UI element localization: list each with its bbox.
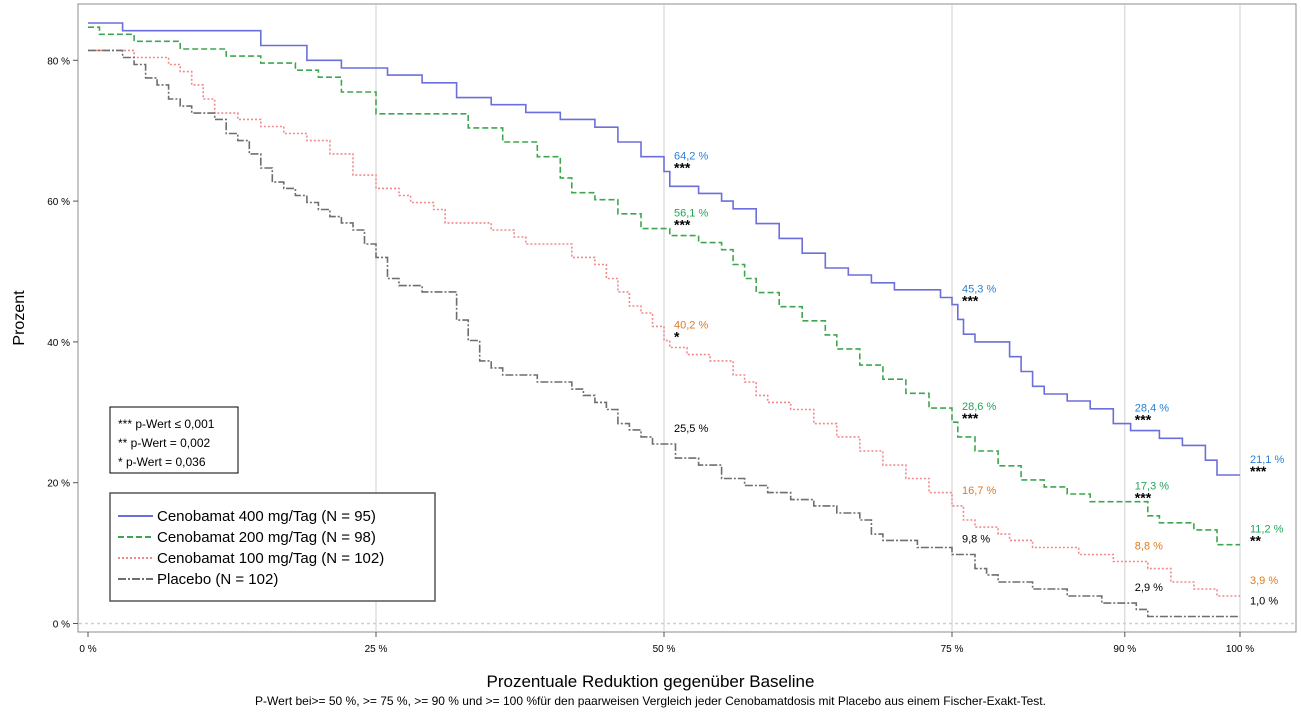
value-annotation: 28,6 %	[962, 401, 996, 413]
x-tick-label: 50 %	[653, 644, 676, 655]
plot-frame	[77, 3, 1297, 633]
value-annotation: 11,2 %	[1250, 524, 1284, 536]
significance-legend: *** p-Wert ≤ 0,001 ** p-Wert = 0,002 * p…	[109, 406, 239, 474]
value-annotation: 9,8 %	[962, 534, 990, 546]
legend-label-100mg: Cenobamat 100 mg/Tag (N = 102)	[157, 550, 384, 567]
significance-stars: ***	[962, 410, 979, 426]
annotation-layer: 64,2 %***56,1 %***40,2 %*25,5 %45,3 %***…	[674, 151, 1284, 608]
significance-stars: ***	[1250, 463, 1267, 479]
value-annotation: 40,2 %	[674, 319, 708, 331]
significance-legend-line: ** p-Wert = 0,002	[118, 436, 210, 450]
series-line-2	[88, 49, 1240, 597]
significance-stars: ***	[674, 160, 691, 176]
x-axis-label: Prozentuale Reduktion gegenüber Baseline	[486, 672, 815, 691]
y-tick-label: 0 %	[53, 620, 70, 631]
value-annotation: 25,5 %	[674, 423, 708, 435]
significance-legend-line: * p-Wert = 0,036	[118, 455, 206, 469]
x-tick-label: 90 %	[1113, 644, 1136, 655]
significance-legend-line: *** p-Wert ≤ 0,001	[118, 417, 215, 431]
y-axis-label: Prozent	[11, 290, 28, 346]
series-legend: Cenobamat 400 mg/Tag (N = 95) Cenobamat …	[109, 492, 436, 602]
value-annotation: 1,0 %	[1250, 595, 1278, 607]
value-annotation: 16,7 %	[962, 485, 996, 497]
y-tick-label: 80 %	[47, 56, 70, 67]
significance-stars: ***	[1135, 490, 1152, 506]
significance-stars: ***	[674, 217, 691, 233]
value-annotation: 2,9 %	[1135, 582, 1163, 594]
y-tick-label: 20 %	[47, 479, 70, 490]
series-legend-box	[109, 492, 436, 602]
value-annotation: 3,9 %	[1250, 575, 1278, 587]
y-tick-label: 40 %	[47, 338, 70, 349]
value-annotation: 8,8 %	[1135, 541, 1163, 553]
series-line-1	[88, 26, 1240, 546]
legend-label-200mg: Cenobamat 200 mg/Tag (N = 98)	[157, 529, 376, 546]
significance-stars: *	[674, 328, 680, 344]
value-annotation: 21,1 %	[1250, 454, 1284, 466]
significance-stars: ***	[962, 293, 979, 309]
legend-label-400mg: Cenobamat 400 mg/Tag (N = 95)	[157, 508, 376, 525]
value-annotation: 17,3 %	[1135, 481, 1169, 493]
value-annotation: 45,3 %	[962, 284, 996, 296]
value-annotation: 64,2 %	[674, 151, 708, 163]
value-annotation: 28,4 %	[1135, 403, 1169, 415]
x-tick-label: 0 %	[79, 644, 96, 655]
significance-stars: **	[1250, 533, 1261, 549]
x-tick-label: 100 %	[1226, 644, 1254, 655]
x-tick-label: 75 %	[941, 644, 964, 655]
x-tick-label: 25 %	[365, 644, 388, 655]
significance-stars: ***	[1135, 412, 1152, 428]
legend-label-placebo: Placebo (N = 102)	[157, 571, 278, 588]
value-annotation: 56,1 %	[674, 208, 708, 220]
significance-legend-box	[109, 406, 239, 474]
axis-layer: 0 % 25 % 50 % 75 % 90 % 100 % 0 % 20 % 40 % 60 % 8…	[47, 56, 1254, 655]
y-tick-label: 60 %	[47, 197, 70, 208]
series-line-0	[88, 22, 1240, 476]
series-layer	[88, 22, 1240, 618]
series-line-3	[88, 49, 1240, 618]
footnote: P-Wert bei>= 50 %, >= 75 %, >= 90 % und …	[255, 694, 1046, 708]
